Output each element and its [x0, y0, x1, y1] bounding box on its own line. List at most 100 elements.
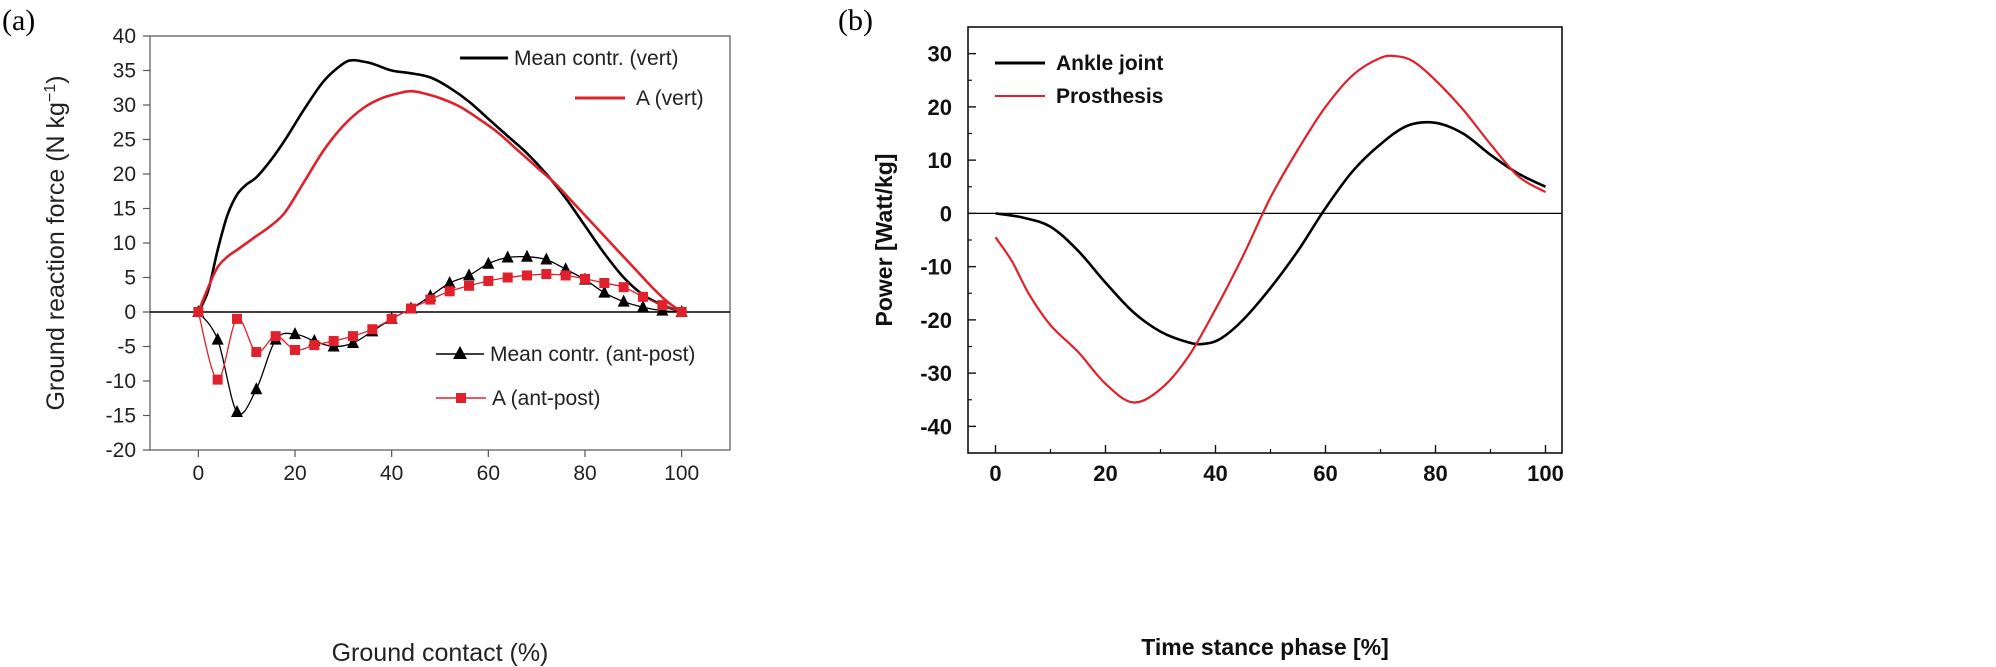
point-square-a	[367, 324, 378, 335]
y-tick-label-b: -20	[920, 308, 952, 333]
legend-a-vert: Mean contr. (vert) A (vert)	[460, 47, 704, 110]
x-tick-label-a: 20	[283, 462, 306, 485]
legend-label-mean-vert: Mean contr. (vert)	[514, 47, 679, 70]
ticks-b: 0 20 40 60 80 100 -40 -30 -20 -10 0 10 20 30	[920, 42, 1564, 486]
point-triangle-a	[482, 256, 495, 269]
x-tick-label-b: 40	[1203, 461, 1227, 486]
ticks-a: 0 20 40 60 80 100 -20 -15 -10 -5 0 5 10 15 20 25 30 35 40	[106, 25, 700, 485]
series-line-a-0	[197, 58, 683, 314]
y-axis-label-a-main: Ground reaction force (N kg	[42, 102, 70, 410]
point-square-a	[290, 344, 300, 355]
point-square-a	[541, 269, 552, 280]
point-square-a	[251, 347, 262, 358]
x-tick-label-a: 0	[192, 462, 204, 485]
point-square-a	[638, 291, 648, 302]
legend-label-mean-antpost: Mean contr. (ant-post)	[490, 343, 695, 366]
y-axis-label-a: Ground reaction force (N kg−1)	[42, 75, 70, 410]
point-square-a	[464, 280, 474, 291]
point-square-a	[386, 313, 397, 324]
y-tick-label-a: -15	[106, 405, 136, 428]
legend-label-prosthesis: Prosthesis	[1056, 85, 1163, 108]
panel-b: (b) 0 20 40 60 80 100 -40 -30 -20 -10 0 10 20 30 Time…	[838, 4, 1564, 660]
x-tick-label-b: 80	[1423, 461, 1447, 486]
series-line-b-0	[995, 120, 1547, 346]
y-tick-label-a: -5	[117, 336, 136, 359]
point-square-a	[522, 270, 532, 281]
point-square-a	[348, 331, 358, 342]
x-tick-label-a: 80	[573, 462, 596, 485]
legend-a-antpost: Mean contr. (ant-post) A (ant-post)	[436, 343, 695, 410]
panel-label-a: (a)	[2, 4, 35, 37]
point-triangle-a	[521, 249, 533, 262]
point-triangle-a	[443, 276, 456, 289]
x-tick-label-b: 20	[1093, 461, 1117, 486]
y-tick-label-b: 0	[940, 201, 952, 226]
legend-label-a-antpost: A (ant-post)	[492, 387, 601, 410]
y-tick-label-b: -40	[920, 414, 952, 439]
point-square-a	[425, 294, 436, 305]
point-triangle-a	[617, 294, 630, 307]
point-triangle-a	[250, 382, 263, 395]
x-tick-label-b: 60	[1313, 461, 1337, 486]
point-square-a	[580, 273, 590, 284]
point-square-a	[270, 331, 281, 342]
point-square-a	[657, 300, 668, 311]
x-axis-label-a: Ground contact (%)	[332, 639, 549, 667]
point-square-a	[599, 278, 610, 289]
y-tick-label-a: 10	[113, 232, 136, 255]
y-axis-label-a-close: )	[42, 75, 70, 83]
x-tick-label-b: 100	[1527, 461, 1564, 486]
point-square-a	[444, 286, 455, 297]
x-tick-label-b: 0	[989, 461, 1001, 486]
point-triangle-a	[637, 300, 649, 313]
legend-marker-a-antpost	[456, 393, 466, 403]
y-tick-label-a: 30	[113, 94, 136, 117]
y-tick-label-a: 40	[113, 25, 136, 48]
series-line-b-1	[994, 54, 1547, 404]
point-square-a	[483, 275, 494, 286]
y-tick-label-b: 10	[928, 148, 952, 173]
panel-a: (a) 0 20 40 60 80 100 -20 -15 -10 -5 0 5 10 15 20 25 30 3…	[2, 4, 731, 667]
point-square-a	[618, 282, 629, 293]
point-square-a	[212, 374, 223, 385]
series-line-a-1	[197, 89, 683, 314]
y-tick-label-a: 0	[124, 301, 136, 324]
y-tick-label-a: 25	[113, 129, 136, 152]
y-tick-label-a: 5	[124, 267, 136, 290]
point-triangle-a	[540, 252, 553, 265]
y-tick-label-a: -10	[106, 370, 136, 393]
panel-label-b: (b)	[838, 4, 873, 37]
point-triangle-a	[231, 405, 243, 418]
x-tick-label-a: 40	[380, 462, 403, 485]
x-tick-label-a: 100	[664, 462, 699, 485]
x-tick-label-a: 60	[477, 462, 500, 485]
y-tick-label-b: -10	[920, 255, 952, 280]
point-triangle-a	[598, 285, 611, 298]
point-square-a	[309, 340, 320, 351]
point-square-a	[406, 303, 416, 314]
y-tick-label-b: 20	[928, 95, 952, 120]
y-tick-label-a: 35	[113, 60, 136, 83]
y-tick-label-a: -20	[106, 439, 136, 462]
point-square-a	[193, 307, 204, 317]
point-square-a	[676, 307, 687, 317]
y-tick-label-b: 30	[928, 42, 952, 67]
x-axis-label-b: Time stance phase [%]	[1141, 634, 1389, 660]
point-square-a	[328, 335, 339, 346]
legend-label-a-vert: A (vert)	[636, 87, 704, 110]
y-tick-label-a: 15	[113, 198, 136, 221]
legend-marker-mean-antpost	[453, 346, 467, 359]
legend-b: Ankle joint Prosthesis	[995, 52, 1163, 108]
series-group-a	[192, 58, 688, 418]
point-triangle-a	[463, 268, 475, 281]
point-square-a	[560, 270, 571, 281]
point-triangle-a	[289, 327, 301, 340]
y-tick-label-b: -30	[920, 361, 952, 386]
y-tick-label-a: 20	[113, 163, 136, 186]
y-axis-label-b: Power [Watt/kg]	[871, 154, 897, 327]
legend-label-ankle: Ankle joint	[1056, 52, 1163, 75]
series-group-b	[994, 54, 1547, 404]
point-square-a	[232, 313, 242, 324]
point-triangle-a	[501, 250, 514, 263]
